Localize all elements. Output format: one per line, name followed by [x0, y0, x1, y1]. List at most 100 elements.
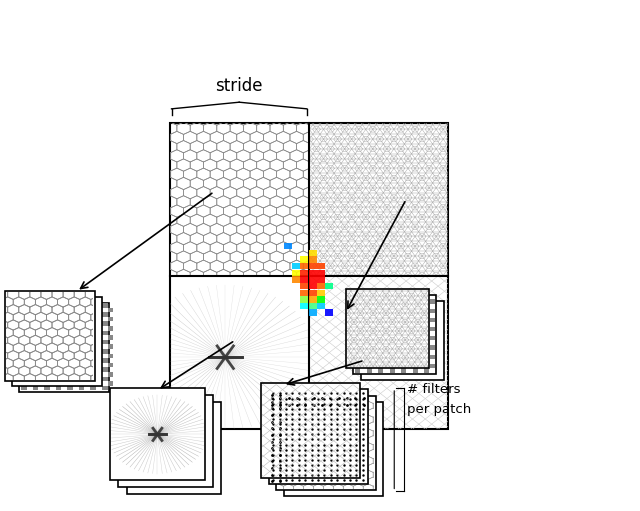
Bar [361, 345, 366, 350]
Bar [96, 344, 102, 349]
Bar [56, 377, 61, 381]
Bar [269, 389, 368, 484]
Bar [367, 332, 372, 336]
Bar [401, 322, 406, 327]
Bar [367, 313, 372, 317]
Bar [67, 358, 73, 363]
Bar [33, 321, 38, 326]
Bar [108, 354, 113, 358]
Bar [424, 341, 429, 345]
Bar [301, 283, 308, 289]
Bar [84, 335, 90, 340]
Bar [79, 367, 84, 372]
Bar [21, 377, 27, 381]
Bar [419, 345, 424, 350]
Bar [401, 313, 406, 317]
Bar [110, 388, 205, 480]
Bar [96, 317, 102, 321]
Bar [21, 331, 27, 335]
Bar [361, 355, 366, 359]
Bar [309, 276, 317, 283]
Bar [73, 317, 79, 321]
Bar [407, 309, 412, 313]
Bar [50, 372, 56, 377]
Bar [396, 327, 401, 331]
Bar [38, 335, 44, 340]
Bar [67, 340, 73, 344]
Bar [102, 349, 108, 354]
Bar [378, 295, 383, 299]
Bar [372, 327, 378, 331]
Bar [413, 341, 418, 345]
Bar [27, 354, 33, 358]
Text: stride: stride [216, 77, 263, 95]
Bar [90, 377, 96, 381]
Bar [367, 295, 372, 299]
Bar [413, 368, 418, 373]
Bar [276, 396, 376, 490]
Bar [309, 290, 317, 296]
Bar [413, 304, 418, 308]
Bar [90, 386, 96, 390]
Bar [401, 304, 406, 308]
Bar [396, 345, 401, 350]
Bar [96, 372, 102, 377]
Bar [56, 312, 61, 317]
Bar [96, 326, 102, 331]
Bar [396, 318, 401, 322]
Text: # filters: # filters [407, 383, 461, 396]
Bar [38, 308, 44, 312]
Bar [73, 381, 79, 386]
Bar [355, 322, 360, 327]
Bar [284, 243, 292, 249]
Bar [384, 364, 389, 368]
Bar [361, 327, 366, 331]
Bar [56, 331, 61, 335]
Bar [44, 340, 50, 344]
Bar [372, 299, 378, 304]
Bar [50, 381, 56, 386]
Bar [79, 312, 84, 317]
Bar [79, 386, 84, 390]
Bar [309, 263, 317, 269]
Bar [390, 313, 395, 317]
Bar [384, 318, 389, 322]
Bar [430, 327, 435, 331]
Bar [361, 309, 366, 313]
Bar [44, 377, 50, 381]
Bar [355, 304, 360, 308]
Bar [396, 364, 401, 368]
Bar [50, 344, 56, 349]
Bar [413, 322, 418, 327]
Bar [355, 350, 360, 354]
Bar [27, 381, 33, 386]
Bar [326, 283, 333, 289]
Bar [430, 355, 435, 359]
Bar [413, 350, 418, 354]
Bar [361, 299, 366, 304]
Bar [21, 321, 27, 326]
Bar [67, 377, 73, 381]
Bar [61, 354, 67, 358]
Bar [127, 402, 221, 494]
Bar [44, 321, 50, 326]
Bar [372, 355, 378, 359]
Bar [27, 326, 33, 331]
Bar [372, 345, 378, 350]
Bar [38, 317, 44, 321]
Bar [90, 367, 96, 372]
Bar [424, 304, 429, 308]
Bar [38, 381, 44, 386]
Text: per patch: per patch [407, 403, 471, 416]
Bar [67, 331, 73, 335]
Bar [21, 312, 27, 317]
Bar [33, 312, 38, 317]
Bar [424, 332, 429, 336]
Bar [372, 336, 378, 340]
Bar [102, 386, 108, 390]
Bar [367, 304, 372, 308]
Bar [396, 299, 401, 304]
Bar [61, 308, 67, 312]
Bar [44, 331, 50, 335]
Bar [19, 303, 109, 392]
